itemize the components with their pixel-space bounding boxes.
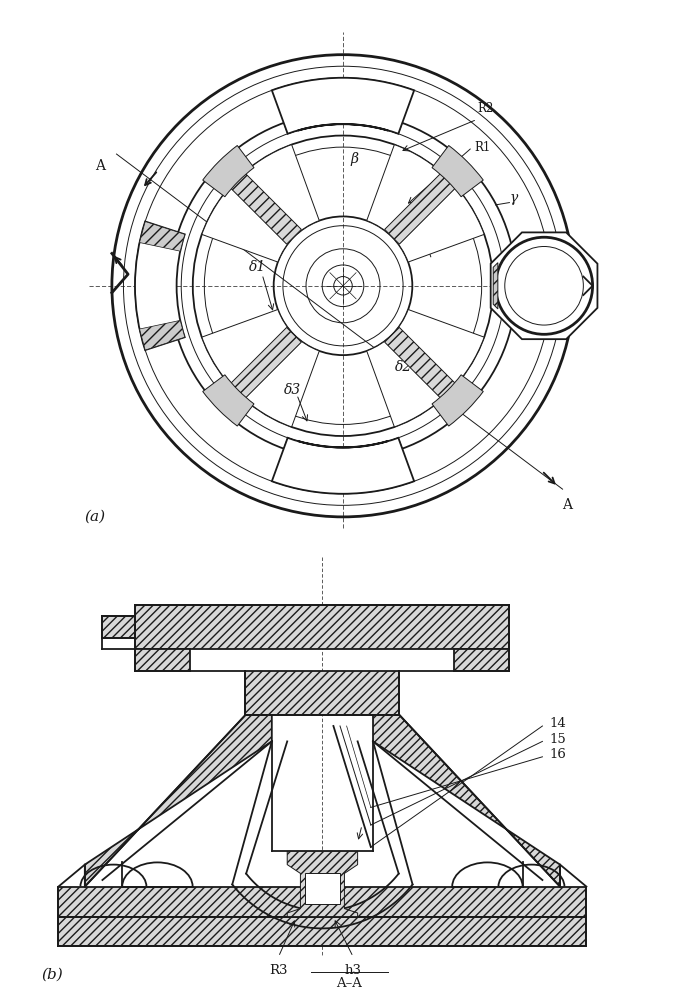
Wedge shape bbox=[284, 112, 402, 134]
Text: δ3: δ3 bbox=[283, 383, 300, 397]
Text: A: A bbox=[563, 498, 572, 512]
Circle shape bbox=[505, 246, 583, 325]
Polygon shape bbox=[246, 671, 399, 715]
Wedge shape bbox=[432, 146, 483, 197]
Polygon shape bbox=[85, 715, 272, 887]
Polygon shape bbox=[135, 605, 510, 649]
Wedge shape bbox=[298, 124, 388, 130]
Text: δ1: δ1 bbox=[249, 260, 266, 274]
Text: R1: R1 bbox=[475, 141, 491, 154]
Text: (b): (b) bbox=[41, 968, 62, 982]
Polygon shape bbox=[385, 327, 457, 399]
Text: γ: γ bbox=[510, 191, 518, 205]
Wedge shape bbox=[367, 309, 484, 427]
Wedge shape bbox=[202, 145, 319, 262]
Circle shape bbox=[495, 237, 593, 334]
Text: (a): (a) bbox=[84, 510, 105, 524]
Wedge shape bbox=[135, 222, 185, 350]
Polygon shape bbox=[385, 172, 457, 244]
Text: h3: h3 bbox=[345, 964, 362, 977]
Text: 16: 16 bbox=[549, 748, 566, 761]
Polygon shape bbox=[454, 649, 510, 671]
Polygon shape bbox=[305, 873, 340, 904]
Wedge shape bbox=[284, 438, 402, 459]
Polygon shape bbox=[58, 917, 587, 946]
Polygon shape bbox=[58, 887, 587, 917]
Text: δ2: δ2 bbox=[394, 360, 412, 374]
Polygon shape bbox=[490, 232, 598, 339]
Text: β: β bbox=[351, 152, 359, 166]
Polygon shape bbox=[135, 649, 191, 671]
Polygon shape bbox=[287, 851, 357, 917]
Wedge shape bbox=[272, 78, 414, 134]
Polygon shape bbox=[102, 616, 135, 638]
Polygon shape bbox=[229, 172, 301, 244]
Text: α: α bbox=[412, 209, 422, 223]
Text: A: A bbox=[95, 159, 106, 173]
Text: 14: 14 bbox=[549, 717, 566, 730]
Wedge shape bbox=[202, 309, 319, 427]
Text: A–A: A–A bbox=[336, 977, 362, 990]
Polygon shape bbox=[493, 263, 498, 309]
Polygon shape bbox=[139, 320, 185, 350]
Polygon shape bbox=[139, 222, 185, 251]
Wedge shape bbox=[367, 145, 484, 262]
Text: R3: R3 bbox=[269, 964, 287, 977]
Wedge shape bbox=[203, 375, 254, 426]
Text: 15: 15 bbox=[549, 733, 566, 746]
Polygon shape bbox=[229, 327, 301, 399]
Text: R2: R2 bbox=[477, 102, 493, 115]
Wedge shape bbox=[298, 441, 388, 448]
Polygon shape bbox=[373, 715, 560, 887]
Wedge shape bbox=[203, 146, 254, 197]
Wedge shape bbox=[272, 438, 414, 494]
Wedge shape bbox=[432, 375, 483, 426]
